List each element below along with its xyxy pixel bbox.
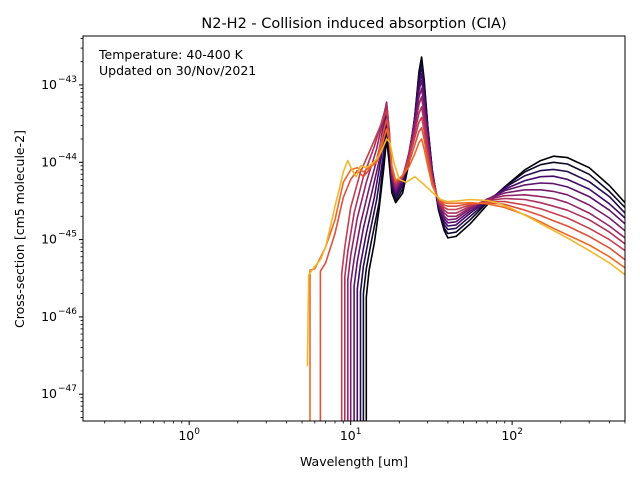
annotation-updated: Updated on 30/Nov/2021 (99, 63, 256, 78)
series-line-7 (347, 96, 625, 421)
y-tick-label-2: 10 (41, 309, 57, 324)
x-tick-label-3: 102 (501, 427, 523, 443)
y-tick-exp-3: −45 (58, 230, 77, 240)
y-tick-label-4: 10 (41, 154, 57, 169)
y-tick-label-1: 10 (41, 386, 57, 401)
series-line-1 (365, 56, 625, 421)
series-line-8 (344, 104, 625, 421)
x-tick-label-1: 100 (178, 427, 200, 443)
x-tick-label-2: 101 (340, 427, 362, 443)
series-line-6 (349, 87, 625, 421)
series-line-12 (306, 138, 625, 367)
y-tick-exp-1: −47 (58, 384, 77, 394)
y-tick-exp-4: −44 (58, 152, 77, 162)
series-line-5 (353, 79, 625, 421)
y-tick-label-5: 10 (41, 77, 57, 92)
plot-frame (82, 35, 626, 422)
y-tick-exp-5: −43 (58, 75, 77, 85)
x-axis-label: Wavelength [um] (300, 454, 408, 469)
annotation-temperature: Temperature: 40-400 K (98, 47, 244, 62)
chart-title: N2-H2 - Collision induced absorption (CI… (201, 16, 506, 32)
y-tick-label-3: 10 (41, 232, 57, 247)
y-axis-label: Cross-section [cm5 molecule-2] (12, 130, 27, 328)
series-line-2 (362, 60, 625, 421)
series-layer (306, 56, 625, 421)
y-tick-exp-2: −46 (58, 307, 77, 317)
series-line-9 (340, 110, 625, 421)
series-line-3 (359, 66, 625, 421)
series-line-10 (319, 118, 625, 421)
